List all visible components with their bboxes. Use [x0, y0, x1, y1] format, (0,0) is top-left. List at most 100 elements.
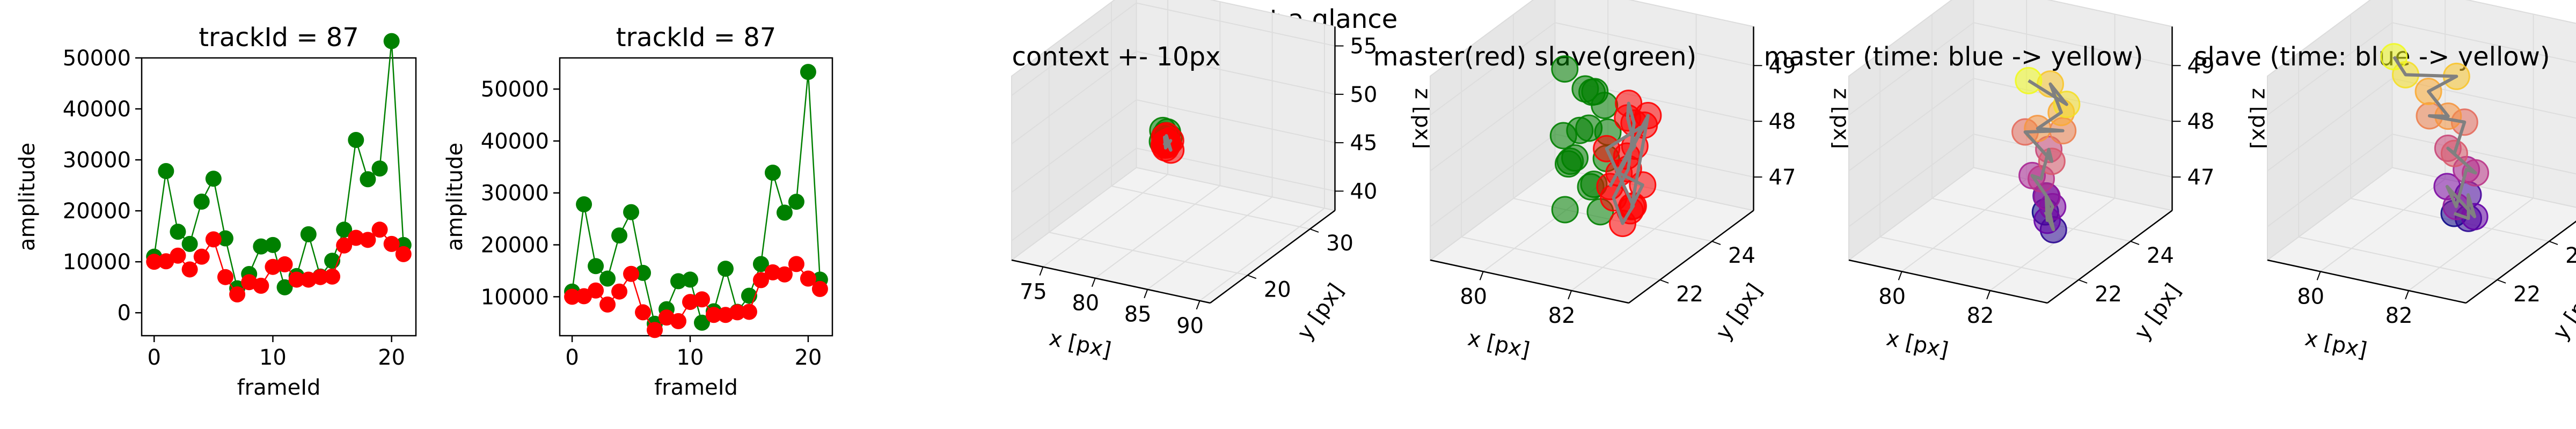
y-axis-line	[1628, 210, 1754, 304]
x-tick-label: 20	[378, 345, 405, 370]
z-tick-label: 47	[1769, 165, 1796, 190]
x-tick-mark	[1986, 290, 1991, 300]
y-axis-label: y [px]	[2129, 279, 2186, 344]
x-tick-label: 80	[1072, 291, 1099, 316]
y-axis-label: y [px]	[1292, 279, 1349, 344]
grid-line	[1430, 22, 1556, 116]
y-tick-mark	[2130, 241, 2140, 245]
y-tick-label: 30000	[63, 148, 131, 173]
slave-series-point	[670, 273, 687, 290]
master-series-point	[146, 254, 163, 270]
slave-series-point	[383, 33, 400, 49]
z-tick-label: 48	[2187, 109, 2215, 134]
slave-point	[1551, 196, 1579, 224]
slave-series-point	[360, 171, 376, 188]
master-series-point	[729, 304, 745, 321]
master-series-point	[348, 230, 364, 246]
grid-line	[1136, 50, 1335, 95]
z-tick-label: 40	[1350, 179, 1378, 204]
grid-line	[1989, 197, 2116, 291]
y-tick-label: 40000	[481, 129, 549, 154]
y-tick-mark	[2078, 279, 2088, 284]
master-series-point	[383, 235, 400, 252]
master-series-point	[800, 270, 816, 287]
slave-series-point	[336, 221, 353, 238]
x-tick-mark	[1196, 300, 1201, 310]
x-tick-label: 0	[148, 345, 161, 370]
grid-line	[1011, 99, 1137, 193]
grid-line	[1011, 51, 1137, 145]
grid-line	[1111, 186, 1311, 230]
y-tick-label: 22	[2513, 282, 2541, 307]
y-tick-label: 24	[2565, 243, 2576, 268]
grid-line	[2408, 197, 2534, 291]
trajectory-line	[1605, 101, 1650, 225]
slave-series-point	[599, 270, 616, 287]
chart-title: master(red) slave(green)	[1373, 42, 1696, 72]
y-tick-mark	[2549, 241, 2558, 245]
x-tick-label: 82	[1967, 304, 1994, 328]
y-tick-label: 24	[1728, 243, 1755, 268]
y-axis-label: y [px]	[1711, 279, 1767, 344]
master-series-point	[217, 269, 233, 285]
slave-series-point	[788, 194, 804, 210]
x-tick-mark	[1479, 271, 1484, 280]
slave-series-point	[682, 271, 699, 288]
x-tick-label: 10	[677, 345, 704, 370]
master-series-point	[193, 248, 210, 265]
y-tick-label: 22	[1676, 282, 1703, 307]
master-series-point	[395, 246, 412, 262]
x-tick-mark	[2405, 290, 2410, 300]
master-series-point	[611, 283, 628, 300]
chart-title: trackId = 87	[616, 23, 777, 53]
slave-series-point	[371, 160, 388, 177]
trajectory-line	[2023, 79, 2068, 232]
y-tick-label: 20000	[481, 233, 549, 258]
master-series-point	[811, 280, 828, 297]
slave-point	[1571, 75, 1599, 103]
grid-line	[2267, 22, 2393, 116]
z-tick-label: 47	[2187, 165, 2215, 190]
grid-line	[1042, 174, 1168, 268]
grid-line	[1199, 208, 1325, 301]
slave-series-point	[576, 196, 592, 213]
master-series-point	[588, 282, 604, 299]
x-tick-mark	[1144, 289, 1148, 299]
slave-series-point	[193, 194, 210, 210]
trajectory-line	[2392, 56, 2477, 220]
x-tick-label: 10	[259, 345, 287, 370]
slave-series-point	[623, 204, 640, 220]
grid-line	[2267, 134, 2393, 227]
x-tick-label: 0	[565, 345, 579, 370]
grid-line	[2298, 236, 2498, 280]
slave-series-point	[611, 227, 628, 244]
master-series-point	[647, 322, 663, 338]
y-tick-label: 24	[2147, 243, 2174, 268]
slave-series-point	[348, 132, 364, 149]
y-tick-label: 22	[2095, 282, 2122, 307]
x-axis-line	[1011, 259, 1211, 304]
y-tick-label: 20	[1264, 277, 1291, 302]
y-axis-label: amplitude	[15, 143, 40, 251]
slave-point	[1554, 150, 1582, 178]
slave-point	[1549, 122, 1577, 150]
chart-amplitude-right: trackId = 87 frameId amplitude 0 10 20 10000 20…	[443, 23, 833, 400]
slave-series-point	[205, 171, 222, 187]
master-series-point	[205, 231, 222, 248]
x-tick-label: 80	[2297, 284, 2324, 309]
master-series-point	[288, 271, 305, 288]
z-tick-label: 50	[1350, 83, 1378, 107]
slave-series-point	[752, 256, 769, 272]
plot-frame	[559, 57, 833, 337]
y-tick-label: 0	[118, 301, 131, 326]
x-axis-label: x [px]	[1047, 326, 1114, 363]
x-tick-label: 20	[794, 345, 822, 370]
z-tick-label: 48	[1769, 109, 1796, 134]
x-tick-label: 75	[1020, 280, 1047, 305]
x-axis-label: frameId	[654, 375, 738, 400]
master-series-point	[752, 272, 769, 289]
x-tick-label: 85	[1124, 302, 1152, 327]
